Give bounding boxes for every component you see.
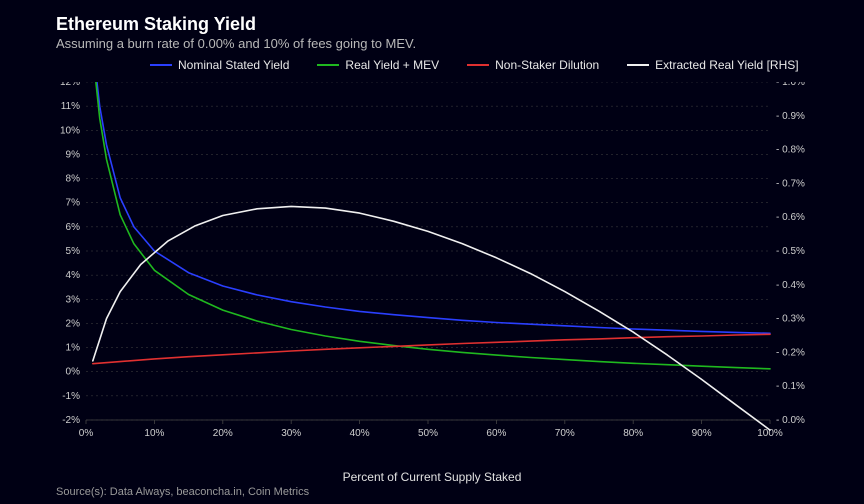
svg-text:8%: 8% [66,174,81,185]
svg-text:- 0.4%: - 0.4% [776,280,805,291]
legend-item-real-mev: Real Yield + MEV [317,58,439,72]
legend-swatch-extracted [627,64,649,66]
svg-text:40%: 40% [350,428,370,439]
x-axis-title: Percent of Current Supply Staked [0,470,864,484]
svg-text:- 0.0%: - 0.0% [776,415,805,426]
chart-svg: -2%-1%0%1%2%3%4%5%6%7%8%9%10%11%12%- 0.0… [56,78,812,454]
svg-text:0%: 0% [66,367,81,378]
legend-item-extracted: Extracted Real Yield [RHS] [627,58,798,72]
svg-text:90%: 90% [692,428,712,439]
svg-text:20%: 20% [213,428,233,439]
legend-label-real-mev: Real Yield + MEV [345,58,439,72]
svg-text:-2%: -2% [62,415,80,426]
svg-text:- 0.5%: - 0.5% [776,246,805,257]
svg-text:5%: 5% [66,246,81,257]
svg-text:10%: 10% [144,428,164,439]
legend-swatch-real-mev [317,64,339,66]
chart-title: Ethereum Staking Yield [56,14,256,35]
svg-text:- 0.3%: - 0.3% [776,314,805,325]
svg-text:- 0.1%: - 0.1% [776,381,805,392]
svg-text:4%: 4% [66,270,81,281]
svg-text:- 0.7%: - 0.7% [776,178,805,189]
svg-text:- 0.8%: - 0.8% [776,145,805,156]
svg-text:0%: 0% [79,428,94,439]
svg-text:11%: 11% [61,101,80,112]
source-text: Source(s): Data Always, beaconcha.in, Co… [56,486,309,498]
legend-item-dilution: Non-Staker Dilution [467,58,599,72]
svg-text:-1%: -1% [62,391,80,402]
legend-label-dilution: Non-Staker Dilution [495,58,599,72]
legend-label-nominal: Nominal Stated Yield [178,58,289,72]
svg-text:- 0.9%: - 0.9% [776,111,805,122]
svg-text:50%: 50% [418,428,438,439]
chart-container: Ethereum Staking Yield Assuming a burn r… [0,0,864,504]
svg-text:- 0.6%: - 0.6% [776,212,805,223]
chart-plot-area: -2%-1%0%1%2%3%4%5%6%7%8%9%10%11%12%- 0.0… [56,78,812,454]
svg-text:2%: 2% [66,318,81,329]
legend-item-nominal: Nominal Stated Yield [150,58,289,72]
chart-subtitle: Assuming a burn rate of 0.00% and 10% of… [56,36,416,51]
legend-label-extracted: Extracted Real Yield [RHS] [655,58,798,72]
svg-text:- 0.2%: - 0.2% [776,347,805,358]
svg-text:70%: 70% [555,428,575,439]
legend-swatch-dilution [467,64,489,66]
svg-text:1%: 1% [66,343,81,354]
svg-text:3%: 3% [66,294,81,305]
svg-text:6%: 6% [66,222,81,233]
svg-text:7%: 7% [66,198,81,209]
svg-text:80%: 80% [623,428,643,439]
svg-text:10%: 10% [60,125,80,136]
legend: Nominal Stated Yield Real Yield + MEV No… [150,58,799,72]
svg-text:60%: 60% [486,428,506,439]
svg-text:9%: 9% [66,149,81,160]
svg-text:30%: 30% [281,428,301,439]
legend-swatch-nominal [150,64,172,66]
